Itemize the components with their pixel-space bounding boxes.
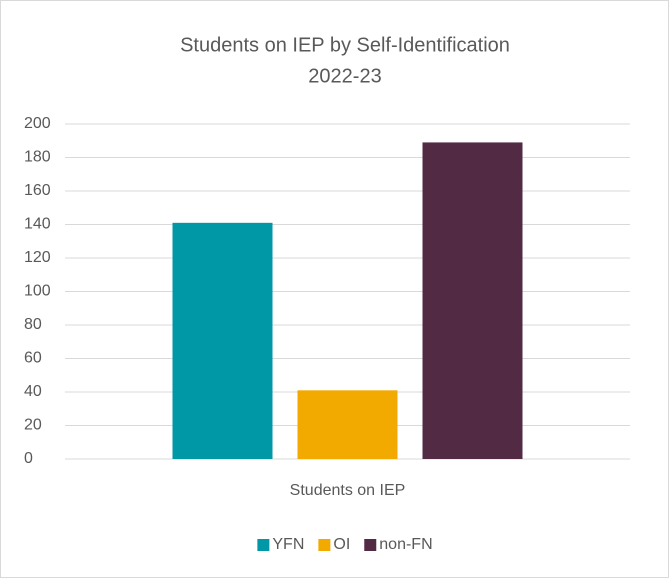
legend-label: non-FN <box>379 536 432 553</box>
legend-swatch <box>257 539 270 551</box>
chart-subtitle: 2022-23 <box>308 65 381 87</box>
y-tick-label: 160 <box>24 182 51 199</box>
y-tick-label: 0 <box>24 450 33 467</box>
legend-label: YFN <box>272 536 304 553</box>
bar <box>422 142 523 460</box>
legend-label: OI <box>333 536 350 553</box>
bar <box>297 390 398 459</box>
y-tick-label: 200 <box>24 115 51 132</box>
y-tick-label: 120 <box>24 249 51 266</box>
y-tick-label: 180 <box>24 149 51 166</box>
y-tick-label: 40 <box>24 383 42 400</box>
x-tick-label: Students on IEP <box>290 482 406 499</box>
y-tick-label: 140 <box>24 216 51 233</box>
y-tick-label: 20 <box>24 417 42 434</box>
y-tick-label: 60 <box>24 350 42 367</box>
legend-swatch <box>364 539 377 551</box>
chart-title: Students on IEP by Self-Identification <box>180 34 510 56</box>
bar <box>172 222 273 459</box>
y-tick-label: 80 <box>24 316 42 333</box>
y-tick-label: 100 <box>24 283 51 300</box>
legend-swatch <box>318 539 331 551</box>
